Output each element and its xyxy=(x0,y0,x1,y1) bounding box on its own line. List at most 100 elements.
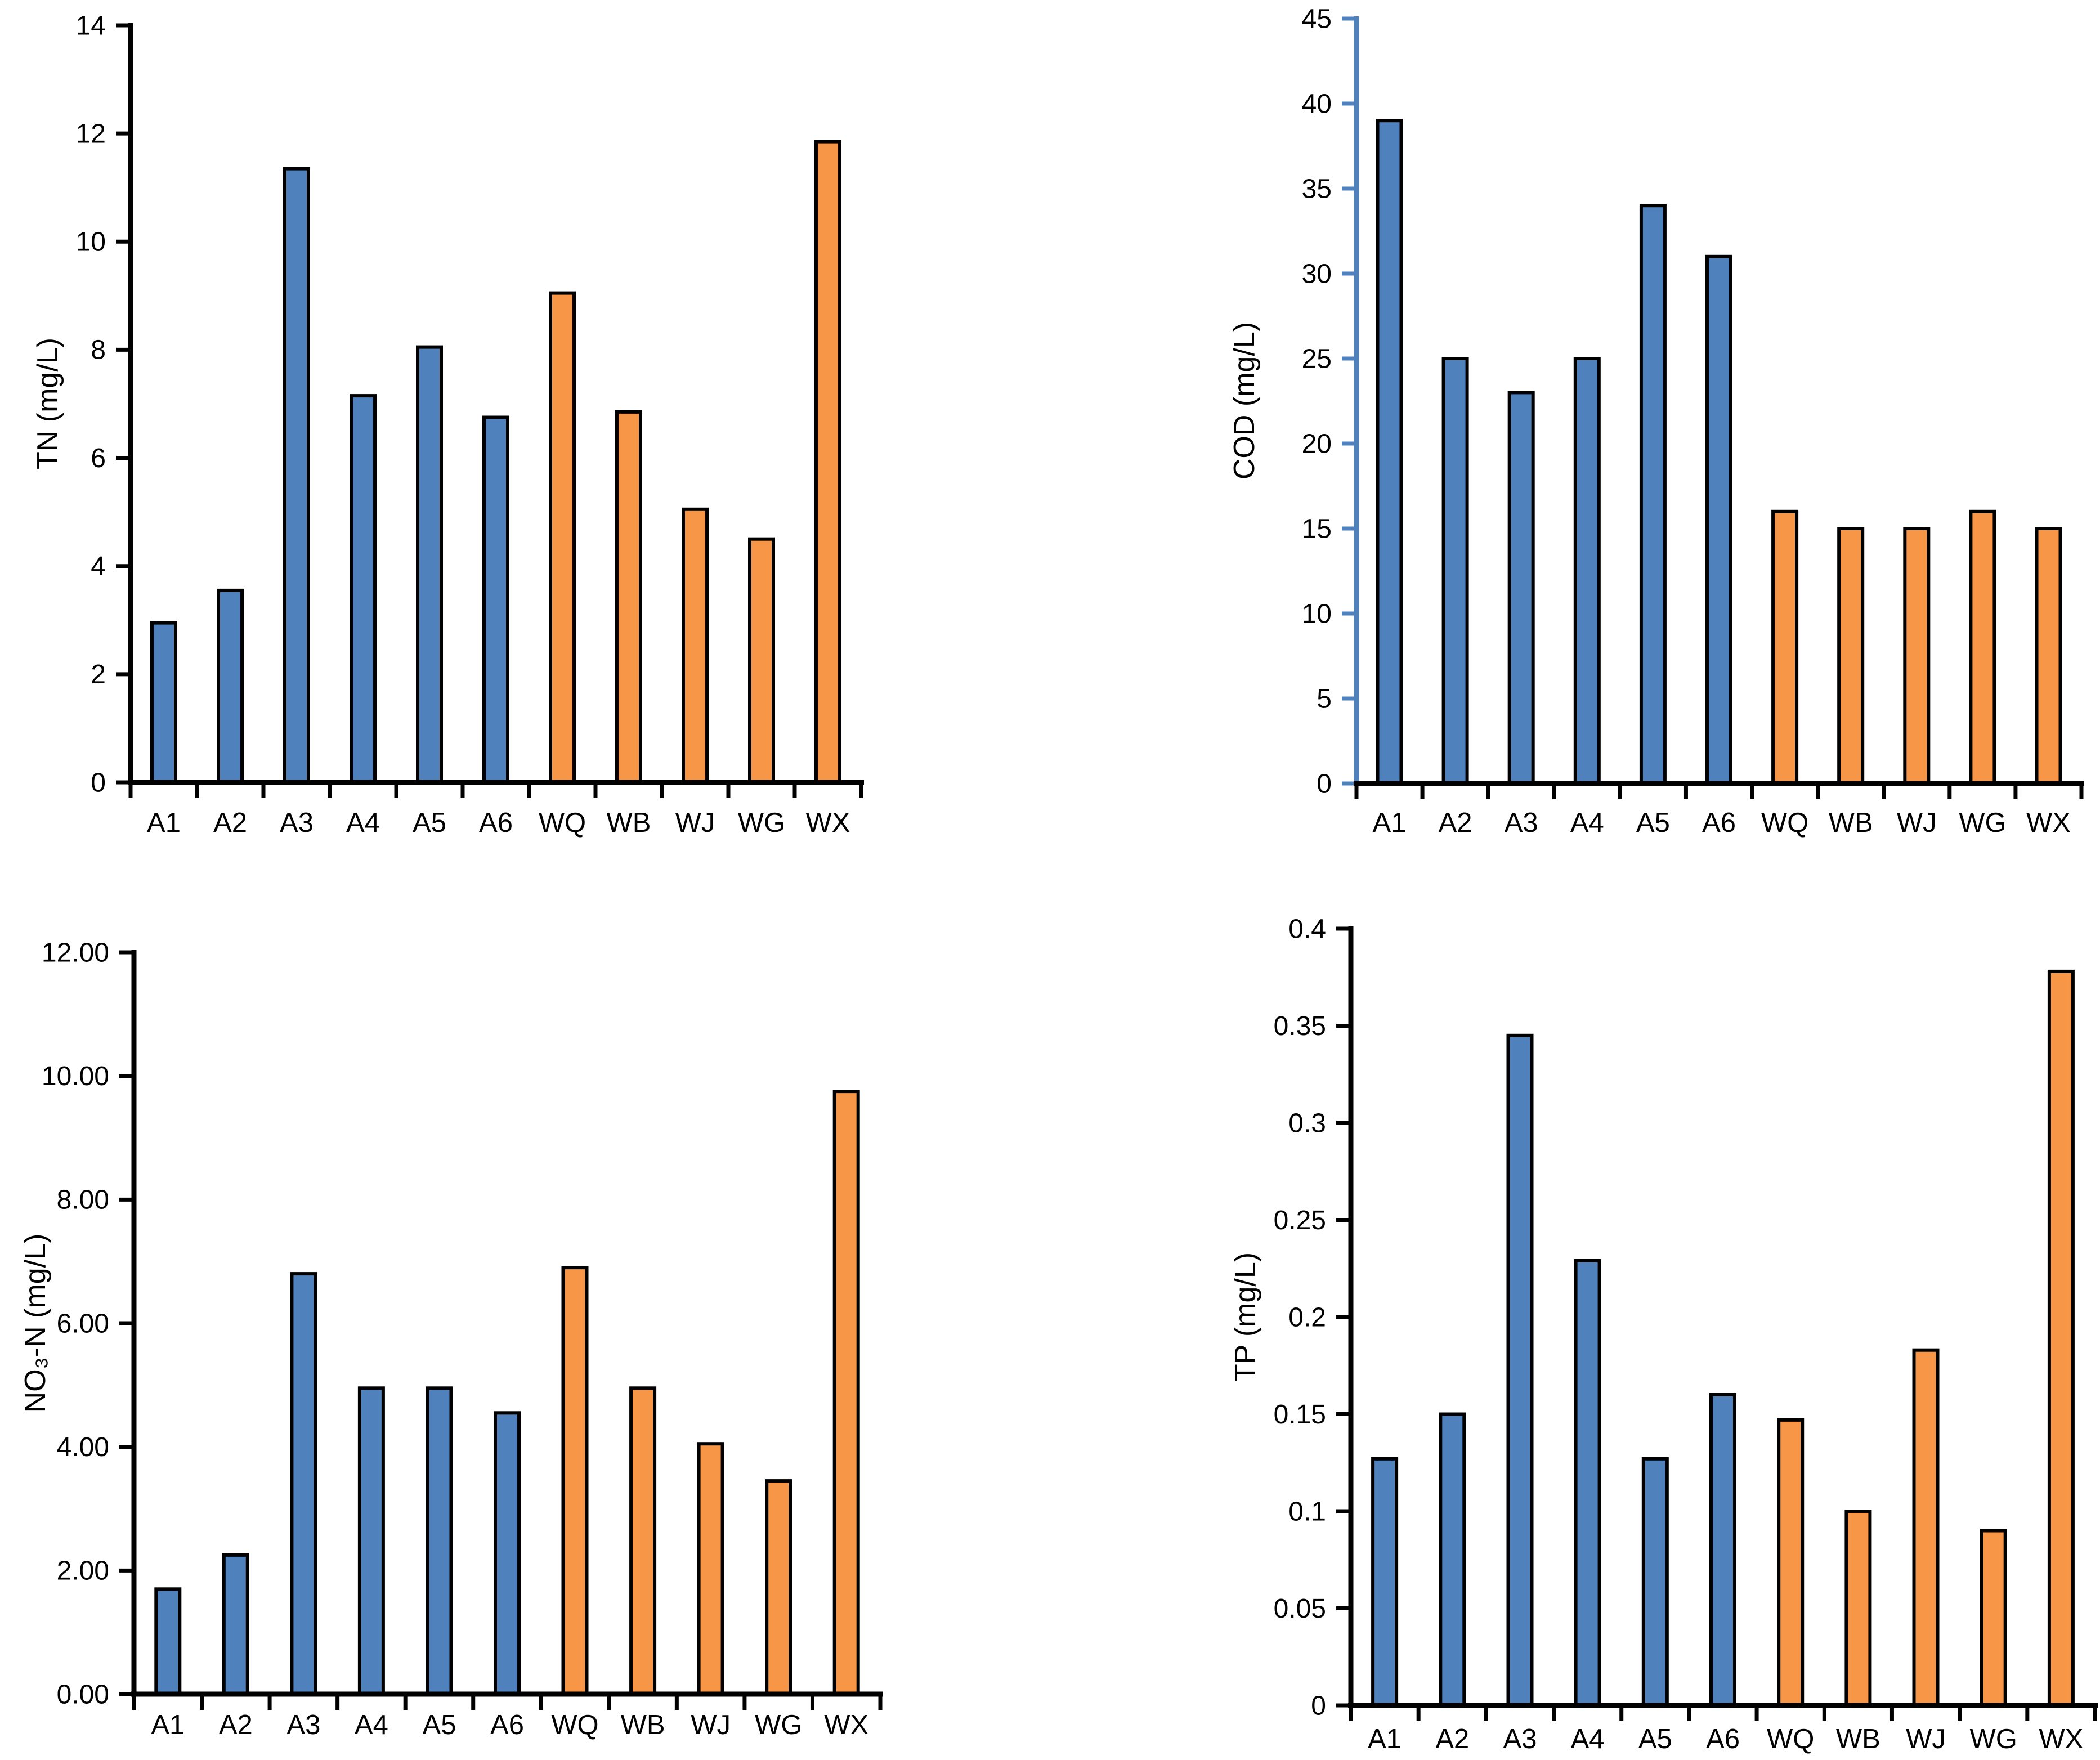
y-tick-label: 4.00 xyxy=(57,1432,109,1462)
category-label-A4: A4 xyxy=(355,1710,388,1740)
cod-y-axis-title: COD (mg/L) xyxy=(1228,321,1261,480)
category-label-WX: WX xyxy=(806,808,850,838)
category-label-WB: WB xyxy=(1829,808,1873,838)
bar-A1 xyxy=(154,1587,182,1696)
y-tick-label: 0.00 xyxy=(57,1680,109,1709)
y-tick-label: 0.2 xyxy=(1288,1302,1326,1332)
bar-WG xyxy=(1969,509,1996,785)
y-tick-label: 0.1 xyxy=(1288,1497,1326,1526)
tn-y-axis-title: TN (mg/L) xyxy=(32,338,64,469)
y-tick-label: 10 xyxy=(1302,599,1332,629)
category-label-A3: A3 xyxy=(1505,808,1538,838)
bar-A2 xyxy=(1439,1412,1466,1707)
category-label-A4: A4 xyxy=(1570,808,1604,838)
y-tick-label: 0.05 xyxy=(1274,1594,1326,1624)
y-tick-label: 6.00 xyxy=(57,1309,109,1338)
bar-A6 xyxy=(494,1411,521,1696)
bar-WJ xyxy=(682,507,709,784)
category-label-A3: A3 xyxy=(280,808,314,838)
bar-A5 xyxy=(1641,1457,1669,1708)
y-tick-label: 0 xyxy=(1317,769,1332,799)
bar-WJ xyxy=(697,1442,724,1696)
category-label-A6: A6 xyxy=(1702,808,1736,838)
category-label-A5: A5 xyxy=(1638,1724,1672,1754)
y-tick-label: 40 xyxy=(1302,89,1332,119)
cod-bar-chart: 45 40 35 30 25 20 15 10 5 0 A1 A2 A3 A4 A5 A6 WQ WB WJ WG WX xyxy=(1302,4,2084,838)
category-label-WJ: WJ xyxy=(1897,808,1937,838)
category-label-WB: WB xyxy=(607,808,651,838)
bar-A3 xyxy=(1506,1033,1534,1708)
y-tick-label: 30 xyxy=(1302,259,1332,289)
bar-WQ xyxy=(1777,1418,1805,1708)
bar-A5 xyxy=(426,1386,453,1696)
category-label-WJ: WJ xyxy=(675,808,715,838)
bar-WB xyxy=(1844,1510,1872,1707)
bar-A1 xyxy=(1376,119,1403,786)
category-label-A3: A3 xyxy=(1503,1724,1537,1754)
category-label-A4: A4 xyxy=(346,808,380,838)
y-tick-label: 15 xyxy=(1302,514,1332,544)
y-tick-label: 10 xyxy=(76,227,106,257)
bar-WG xyxy=(1980,1529,2007,1707)
bar-A6 xyxy=(1705,254,1732,785)
category-label-A6: A6 xyxy=(490,1710,524,1740)
category-label-WG: WG xyxy=(1959,808,2006,838)
tn-bar-chart: 14 12 10 8 6 4 2 0 A1 A2 A3 A4 A5 A6 WQ WB WJ WG WX xyxy=(76,11,864,838)
bar-A6 xyxy=(482,415,509,784)
y-tick-label: 12 xyxy=(76,119,106,149)
category-label-A5: A5 xyxy=(413,808,446,838)
bar-WX xyxy=(832,1090,860,1696)
bar-WX xyxy=(2035,527,2062,785)
y-tick-label: 0.3 xyxy=(1288,1108,1326,1138)
category-label-A1: A1 xyxy=(147,808,181,838)
bar-WG xyxy=(765,1479,792,1696)
bar-A2 xyxy=(217,588,244,785)
bar-A5 xyxy=(416,345,443,784)
category-label-WQ: WQ xyxy=(1767,1724,1814,1754)
category-label-A5: A5 xyxy=(1636,808,1670,838)
y-tick-label: 0.15 xyxy=(1274,1400,1326,1430)
y-tick-label: 10.00 xyxy=(42,1062,109,1091)
bar-WB xyxy=(615,410,642,784)
bar-A3 xyxy=(290,1272,317,1696)
bar-A4 xyxy=(1573,357,1601,785)
bar-WG xyxy=(748,537,775,784)
bar-WJ xyxy=(1912,1348,1940,1707)
bar-A2 xyxy=(222,1553,249,1696)
category-label-A4: A4 xyxy=(1571,1724,1605,1754)
category-label-A6: A6 xyxy=(479,808,513,838)
y-tick-label: 6 xyxy=(91,444,106,473)
bar-A4 xyxy=(350,394,377,784)
bar-WQ xyxy=(549,291,576,784)
y-tick-label: 35 xyxy=(1302,174,1332,204)
bar-A3 xyxy=(1507,391,1535,785)
bar-A6 xyxy=(1709,1393,1736,1707)
bar-A3 xyxy=(283,167,310,785)
bar-WQ xyxy=(1771,509,1799,785)
y-tick-label: 20 xyxy=(1302,429,1332,459)
category-label-WX: WX xyxy=(2039,1724,2083,1754)
bar-A1 xyxy=(1371,1457,1399,1708)
category-label-A6: A6 xyxy=(1706,1724,1740,1754)
category-label-A1: A1 xyxy=(151,1710,185,1740)
y-tick-label: 0.35 xyxy=(1274,1011,1326,1041)
y-tick-label: 0.25 xyxy=(1274,1206,1326,1235)
y-tick-label: 5 xyxy=(1317,684,1332,714)
category-label-WG: WG xyxy=(1970,1724,2017,1754)
category-label-WG: WG xyxy=(738,808,785,838)
category-label-WX: WX xyxy=(2026,808,2071,838)
category-label-WQ: WQ xyxy=(539,808,586,838)
bar-A1 xyxy=(150,621,177,784)
tp-bar-chart: 0.4 0.35 0.3 0.25 0.2 0.15 0.1 0.05 0 A1 A2 A3 A4 A5 A… xyxy=(1274,914,2098,1754)
category-label-A3: A3 xyxy=(286,1710,320,1740)
y-tick-label: 2.00 xyxy=(57,1556,109,1586)
y-tick-label: 25 xyxy=(1302,344,1332,374)
y-tick-label: 45 xyxy=(1302,4,1332,34)
category-label-WJ: WJ xyxy=(691,1710,731,1740)
category-label-A2: A2 xyxy=(1439,808,1472,838)
bar-WX xyxy=(814,140,841,785)
category-label-A5: A5 xyxy=(423,1710,456,1740)
bar-WX xyxy=(2047,969,2075,1707)
category-label-WB: WB xyxy=(1836,1724,1880,1754)
